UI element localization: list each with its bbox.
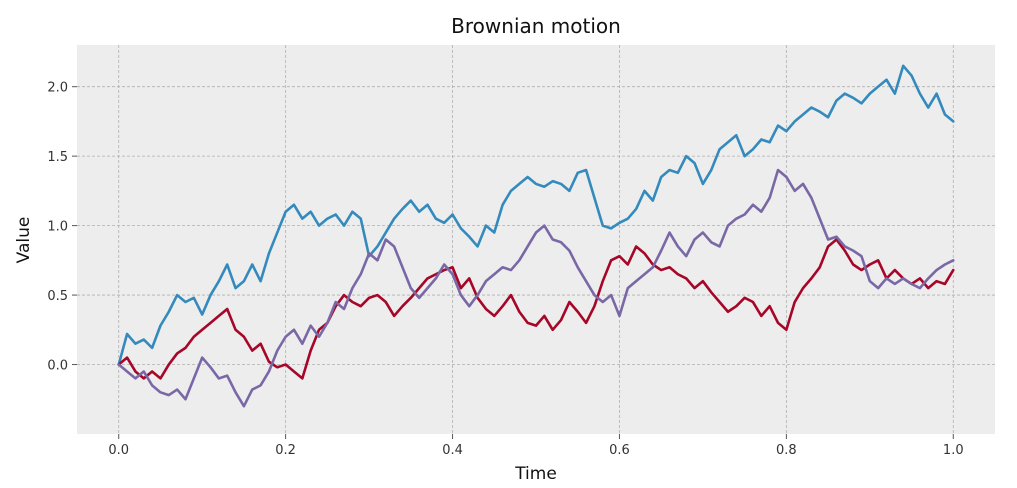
x-tick-label: 0.8 (776, 443, 797, 458)
y-tick-label: 1.5 (47, 150, 68, 165)
chart-title: Brownian motion (451, 14, 621, 38)
x-tick-label: 0.0 (108, 443, 129, 458)
x-tick-label: 1.0 (943, 443, 964, 458)
series-line-2 (117, 238, 955, 380)
y-axis-label: Value (14, 217, 34, 264)
y-axis-ticks: 0.0 0.5 1.0 1.5 2.0 (47, 81, 77, 374)
y-tick-label: 0.5 (47, 289, 68, 304)
x-axis-ticks: 0.0 0.2 0.4 0.6 0.8 1.0 (108, 434, 964, 458)
y-tick-label: 2.0 (47, 81, 68, 96)
y-tick-label: 0.0 (47, 359, 68, 374)
series-layer (117, 64, 955, 408)
plot-background (77, 45, 995, 434)
grid (77, 45, 995, 434)
x-tick-label: 0.6 (609, 443, 630, 458)
x-tick-label: 0.2 (275, 443, 296, 458)
series-line-1 (117, 64, 955, 366)
series-line-3 (117, 168, 955, 408)
y-tick-label: 1.0 (47, 220, 68, 235)
x-axis-label: Time (514, 464, 557, 484)
x-tick-label: 0.4 (442, 443, 463, 458)
